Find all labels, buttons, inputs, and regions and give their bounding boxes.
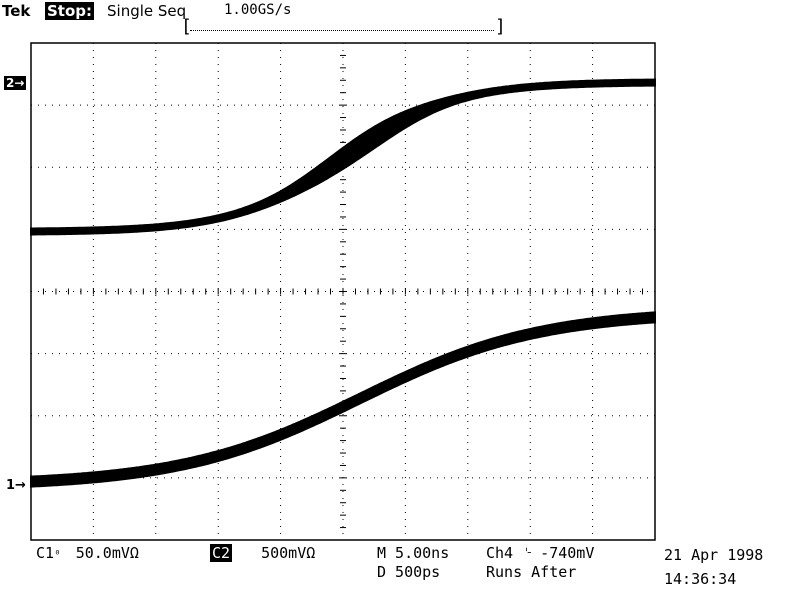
brand-label: Tek bbox=[2, 2, 31, 20]
ch1-readout: C1⁰ 50.0mVΩ bbox=[36, 544, 139, 562]
ch2-scale: 500mVΩ bbox=[261, 544, 316, 562]
record-bracket-right: ] bbox=[495, 16, 506, 37]
scope-header: Tek Stop: Single Seq 1.00GS/s bbox=[0, 0, 800, 22]
record-bracket-line bbox=[190, 30, 494, 31]
ch2-label: C2 bbox=[210, 544, 233, 562]
ch2-readout: C2 500mVΩ bbox=[210, 544, 315, 562]
record-bracket-left: [ bbox=[181, 16, 192, 37]
ch1-ground-marker[interactable]: 1→ bbox=[6, 478, 26, 493]
date-readout: 21 Apr 1998 bbox=[664, 546, 764, 564]
ch2-ground-marker[interactable]: 2→ bbox=[4, 76, 27, 90]
acquisition-state: Stop: bbox=[45, 2, 95, 20]
ch1-label: C1 bbox=[36, 544, 55, 562]
trigger-mode: Runs After bbox=[486, 563, 577, 581]
ch2-trace bbox=[30, 78, 656, 236]
graticule bbox=[30, 42, 656, 541]
time-readout: 14:36:34 bbox=[664, 570, 737, 588]
ch1-trace bbox=[30, 311, 656, 488]
ch1-scale: 50.0mVΩ bbox=[75, 544, 139, 562]
acquisition-mode: Single Seq bbox=[107, 2, 187, 20]
sample-rate: 1.00GS/s bbox=[224, 2, 292, 18]
horizontal-delay-readout: D 500ps bbox=[377, 563, 441, 581]
trigger-readout: Ch4 ⌎ -740mV bbox=[486, 544, 595, 562]
horizontal-main-readout: M 5.00ns bbox=[377, 544, 450, 562]
